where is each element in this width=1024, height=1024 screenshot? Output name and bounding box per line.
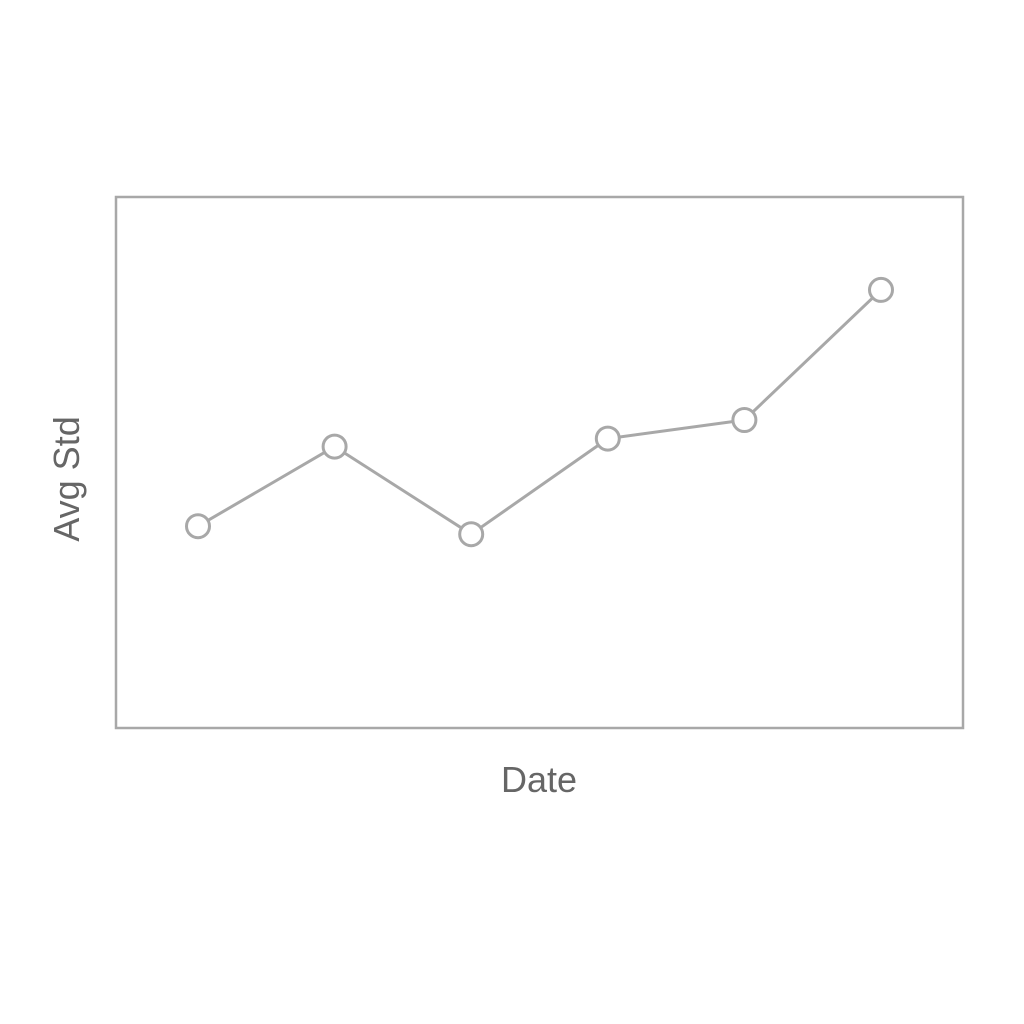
data-point-6: [868, 276, 894, 303]
series-line: [196, 288, 883, 536]
data-point-1: [185, 513, 211, 540]
data-point-2: [321, 433, 348, 460]
plot-area-frame: [114, 195, 965, 730]
data-point-3: [458, 521, 485, 548]
series-layer: [185, 276, 894, 548]
data-point-4: [594, 425, 621, 452]
y-axis-label: Avg Std: [46, 416, 87, 541]
data-point-5: [731, 407, 758, 433]
x-axis-label: Date: [501, 759, 577, 800]
